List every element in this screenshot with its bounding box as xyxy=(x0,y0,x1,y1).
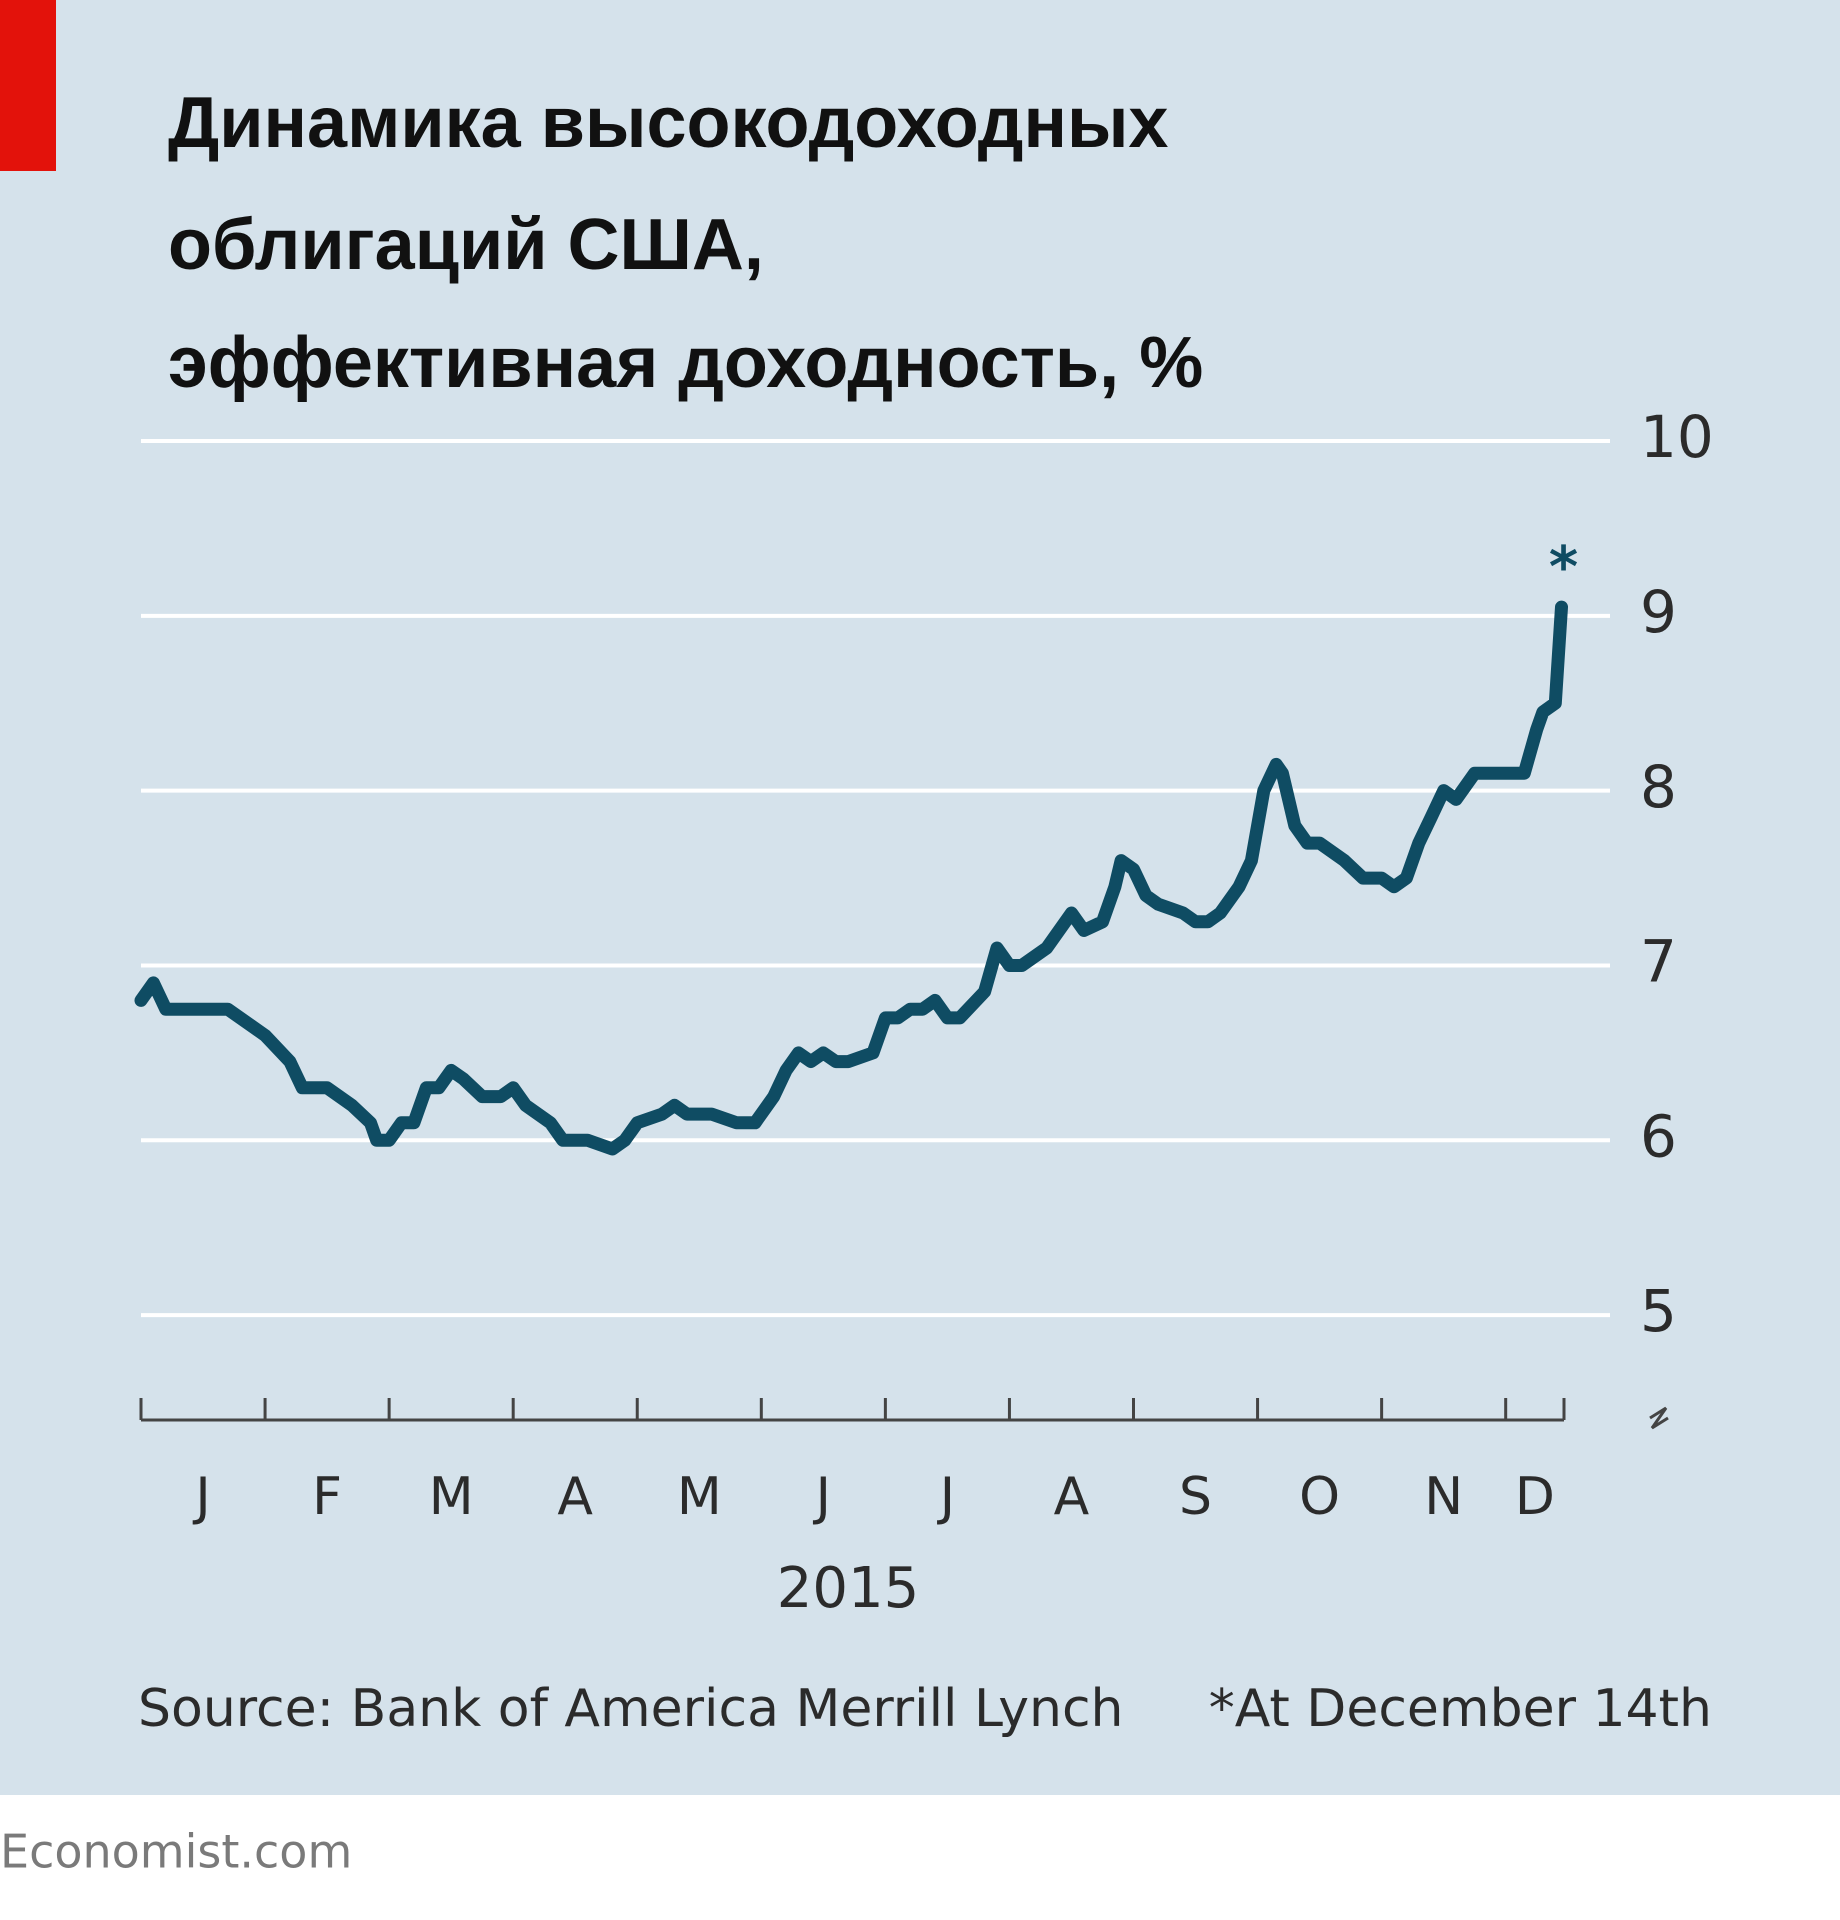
axis-break xyxy=(1649,1406,1669,1430)
x-tick-label: O xyxy=(1299,1467,1340,1527)
chart-background xyxy=(0,0,1840,1795)
x-tick-label: J xyxy=(937,1467,955,1527)
y-tick-label: 8 xyxy=(1640,753,1677,821)
x-tick-label: J xyxy=(813,1467,831,1527)
footnote: *At December 14th xyxy=(1209,1679,1712,1739)
chart-title: облигаций США, xyxy=(168,205,764,285)
source: Source: Bank of America Merrill Lynch xyxy=(138,1679,1124,1739)
end-marker: * xyxy=(1549,535,1578,600)
x-tick-label: J xyxy=(192,1467,210,1527)
y-tick-label: 10 xyxy=(1640,403,1714,471)
y-tick-label: 7 xyxy=(1640,928,1677,996)
x-tick-label: M xyxy=(677,1467,722,1527)
chart-title: эффективная доходность, % xyxy=(168,323,1203,403)
x-tick-label: M xyxy=(429,1467,474,1527)
red-tag xyxy=(0,0,56,171)
x-axis-label: 2015 xyxy=(777,1556,920,1621)
y-tick-label: 5 xyxy=(1640,1277,1677,1345)
line xyxy=(134,600,1568,1156)
x-tick-label: F xyxy=(312,1467,342,1527)
y-tick-label: 6 xyxy=(1640,1102,1677,1170)
credit: Economist.com xyxy=(0,1825,352,1879)
chart-title: Динамика высокодоходных xyxy=(168,83,1168,163)
x-tick-label: D xyxy=(1515,1467,1555,1527)
x-tick-label: A xyxy=(1054,1467,1090,1527)
y-tick-label: 9 xyxy=(1640,578,1677,646)
x-tick-label: A xyxy=(557,1467,593,1527)
x-tick-label: S xyxy=(1179,1467,1212,1527)
x-tick-label: N xyxy=(1424,1467,1463,1527)
